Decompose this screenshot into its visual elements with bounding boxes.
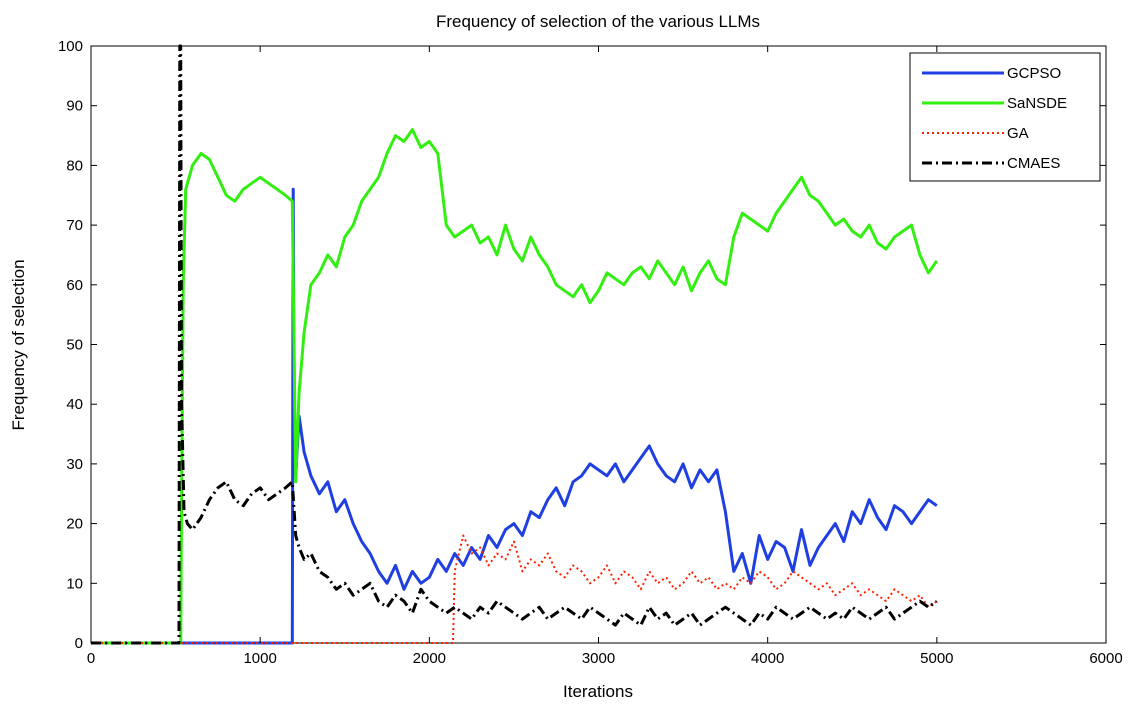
x-tick-label: 1000 xyxy=(243,650,276,667)
legend-label-sansde: SaNSDE xyxy=(1007,95,1067,112)
y-tick-label: 20 xyxy=(66,516,83,533)
series-layer xyxy=(91,44,939,645)
chart-title: Frequency of selection of the various LL… xyxy=(436,12,760,31)
y-tick-label: 40 xyxy=(66,396,83,413)
x-axis-label: Iterations xyxy=(563,682,633,701)
y-tick-label: 50 xyxy=(66,337,83,354)
legend: GCPSO SaNSDE GA CMAES xyxy=(909,52,1101,182)
y-tick-label: 60 xyxy=(66,277,83,294)
x-tick-label: 2000 xyxy=(413,650,446,667)
series-line-cmaes xyxy=(91,44,938,645)
y-tick-label: 100 xyxy=(58,38,83,55)
tick-layer: 0 1000 2000 3000 4000 5000 6000 0 10 20 30 40 50 60 70… xyxy=(58,38,1123,667)
x-tick-label: 4000 xyxy=(751,650,784,667)
series-line-gcpso xyxy=(91,187,938,645)
y-tick-label: 10 xyxy=(66,575,83,592)
x-tick-label: 6000 xyxy=(1089,650,1122,667)
y-tick-label: 80 xyxy=(66,157,83,174)
y-axis-label: Frequency of selection xyxy=(9,259,28,430)
x-tick-label: 5000 xyxy=(920,650,953,667)
legend-label-gcpso: GCPSO xyxy=(1007,65,1061,82)
x-tick-label: 0 xyxy=(87,650,95,667)
legend-label-cmaes: CMAES xyxy=(1007,155,1060,172)
y-tick-label: 90 xyxy=(66,98,83,115)
y-tick-label: 0 xyxy=(75,635,83,652)
series-line-sansde xyxy=(91,128,939,645)
y-tick-label: 30 xyxy=(66,456,83,473)
x-tick-label: 3000 xyxy=(582,650,615,667)
legend-label-ga: GA xyxy=(1007,125,1029,142)
y-tick-label: 70 xyxy=(66,217,83,234)
series-line-ga xyxy=(91,534,938,644)
legend-items: GCPSO SaNSDE GA CMAES xyxy=(922,65,1067,172)
